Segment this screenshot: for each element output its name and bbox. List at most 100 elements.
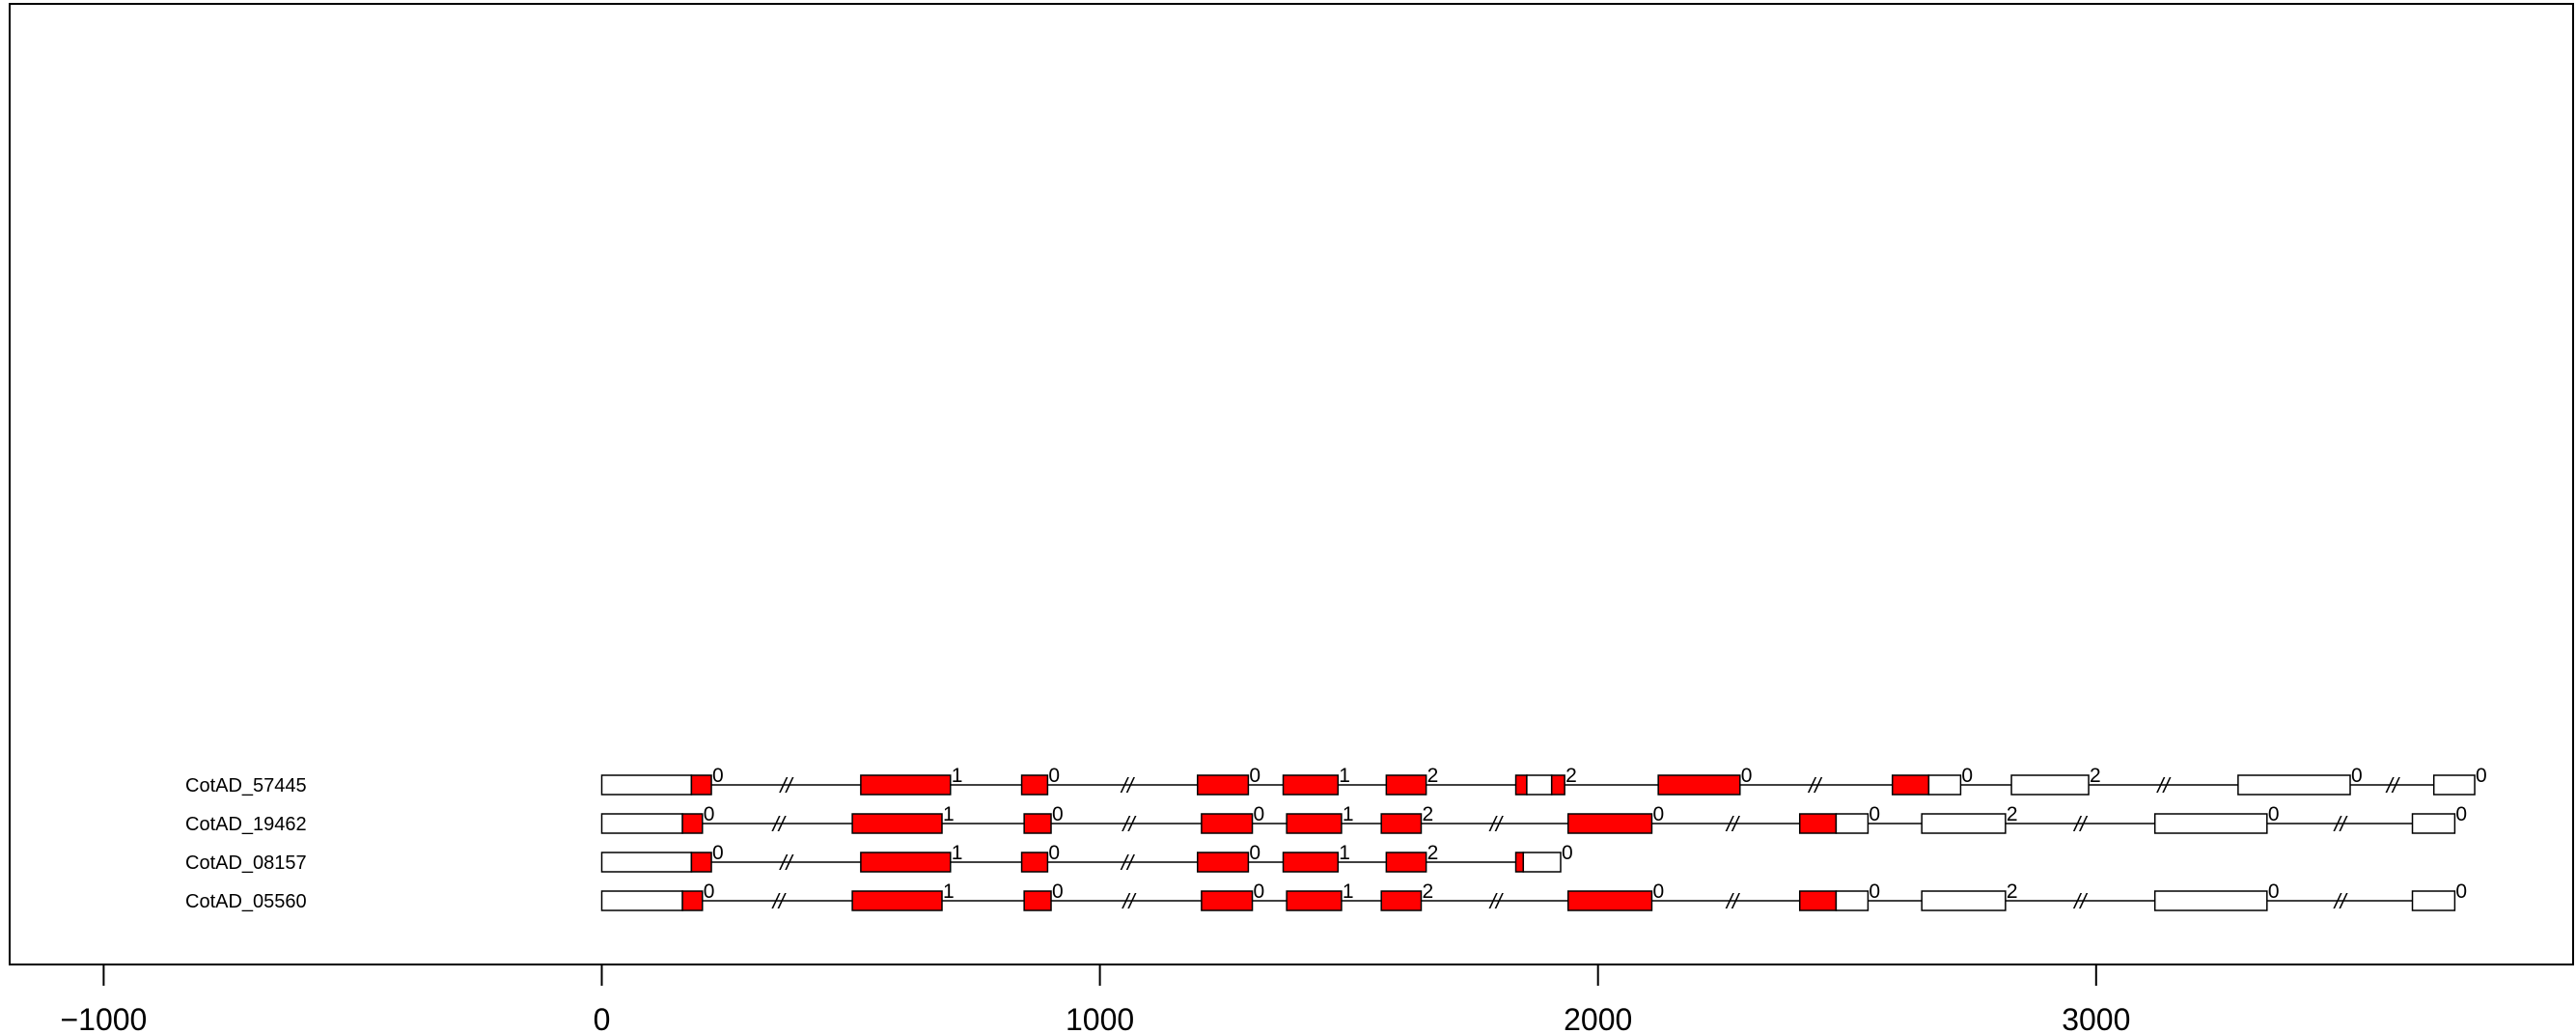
cds-exon xyxy=(1385,774,1427,796)
phase-label: 0 xyxy=(1048,765,1060,787)
gene-track: CotAD_08157 // // 0 1 0 0 1 2 0 xyxy=(185,842,1573,875)
gene-name-label: CotAD_19462 xyxy=(185,814,307,835)
phase-label: 0 xyxy=(2268,880,2280,903)
utr-exon xyxy=(2153,813,2268,834)
cds-exon xyxy=(1380,890,1423,911)
cds-exon xyxy=(1282,774,1340,796)
cds-exon xyxy=(690,852,712,873)
cds-exon xyxy=(1798,813,1838,834)
cds-exon xyxy=(1380,813,1423,834)
phase-label: 0 xyxy=(1249,765,1260,787)
cds-exon xyxy=(1891,774,1930,796)
intron-break-mark: // xyxy=(1488,812,1504,836)
x-tick-label: −1000 xyxy=(60,1002,147,1034)
utr-exon xyxy=(1522,852,1562,873)
utr-exon xyxy=(600,813,683,834)
phase-label: 0 xyxy=(1741,765,1753,787)
phase-label: 0 xyxy=(1562,842,1573,864)
phase-label: 0 xyxy=(1869,880,1880,903)
utr-exon xyxy=(1927,774,1962,796)
intron-break-mark: // xyxy=(2333,812,2348,836)
cds-exon xyxy=(1514,774,1528,796)
phase-label: 1 xyxy=(952,765,963,787)
phase-label: 1 xyxy=(1339,842,1350,864)
phase-label: 0 xyxy=(2455,803,2467,825)
utr-exon xyxy=(1835,813,1870,834)
phase-label: 0 xyxy=(712,765,724,787)
cds-exon xyxy=(1201,890,1254,911)
phase-label: 1 xyxy=(1343,880,1354,903)
x-tick-label: 2000 xyxy=(1564,1002,1632,1034)
phase-label: 2 xyxy=(1422,880,1433,903)
cds-exon xyxy=(860,774,952,796)
phase-label: 0 xyxy=(1052,803,1064,825)
gene-name-label: CotAD_08157 xyxy=(185,852,307,874)
cds-exon xyxy=(681,890,704,911)
cds-exon xyxy=(681,813,704,834)
utr-exon xyxy=(2411,813,2456,834)
cds-exon xyxy=(1385,852,1427,873)
phase-label: 2 xyxy=(1565,765,1577,787)
intron-break-mark: // xyxy=(1121,889,1136,913)
intron-break-mark: // xyxy=(1120,773,1135,797)
cds-exon xyxy=(1282,852,1340,873)
gene-tracks: CotAD_57445//////////0 1 0 0 1 2 2 0 0 2 0 0CotAD_1… xyxy=(185,765,2487,913)
phase-label: 0 xyxy=(2455,880,2467,903)
intron-break-mark: // xyxy=(2072,812,2088,836)
cds-exon xyxy=(690,774,712,796)
phase-label: 0 xyxy=(1254,803,1265,825)
phase-label: 0 xyxy=(712,842,724,864)
phase-label: 1 xyxy=(943,803,955,825)
intron-break-mark: // xyxy=(1725,812,1740,836)
phase-label: 0 xyxy=(1869,803,1880,825)
x-tick-label: 3000 xyxy=(2062,1002,2130,1034)
utr-exon xyxy=(1526,774,1553,796)
phase-label: 0 xyxy=(1048,842,1060,864)
gene-track: CotAD_57445 // // // // // 0 1 0 0 1 2 2 0 0 2 0 0 xyxy=(185,765,2487,797)
cds-exon xyxy=(1197,774,1250,796)
phase-label: 0 xyxy=(704,803,715,825)
cds-exon xyxy=(1550,774,1565,796)
phase-label: 2 xyxy=(1427,842,1439,864)
x-axis: −1000 0 1000 2000 3000 xyxy=(60,964,2130,1034)
cds-exon xyxy=(1020,774,1049,796)
intron-break-mark: // xyxy=(2072,889,2088,913)
cds-exon xyxy=(1798,890,1838,911)
phase-label: 0 xyxy=(1249,842,1260,864)
phase-label: 1 xyxy=(943,880,955,903)
phase-label: 1 xyxy=(1343,803,1354,825)
utr-exon xyxy=(2237,774,2351,796)
phase-label: 0 xyxy=(2268,803,2280,825)
cds-exon xyxy=(851,813,943,834)
intron-break-mark: // xyxy=(1120,851,1135,875)
utr-exon xyxy=(1921,813,2007,834)
cds-exon xyxy=(1514,852,1525,873)
phase-label: 0 xyxy=(2351,765,2363,787)
gene-track: CotAD_05560 // // // // // // 0 1 0 0 1 2 0 0 2 0 0 xyxy=(185,880,2467,913)
x-tick-label: 0 xyxy=(594,1002,611,1034)
phase-label: 2 xyxy=(1422,803,1433,825)
utr-exon xyxy=(2411,890,2456,911)
intron-break-mark: // xyxy=(2155,773,2171,797)
utr-exon xyxy=(600,890,683,911)
cds-exon xyxy=(1566,813,1653,834)
phase-label: 2 xyxy=(1427,765,1439,787)
intron-break-mark: // xyxy=(778,773,793,797)
utr-exon xyxy=(2432,774,2476,796)
intron-break-mark: // xyxy=(1807,773,1822,797)
phase-label: 0 xyxy=(1052,880,1064,903)
utr-exon xyxy=(2153,890,2268,911)
phase-label: 0 xyxy=(1961,765,1973,787)
utr-exon xyxy=(2010,774,2090,796)
cds-exon xyxy=(1023,890,1052,911)
gene-track: CotAD_19462 // // // // // // 0 1 0 0 1 2 0 0 2 0 0 xyxy=(185,803,2467,836)
phase-label: 1 xyxy=(952,842,963,864)
cds-exon xyxy=(860,852,952,873)
gene-name-label: CotAD_05560 xyxy=(185,891,307,912)
phase-label: 0 xyxy=(1254,880,1265,903)
utr-exon xyxy=(1921,890,2007,911)
phase-label: 0 xyxy=(1652,880,1664,903)
intron-break-mark: // xyxy=(771,889,787,913)
intron-break-mark: // xyxy=(778,851,793,875)
